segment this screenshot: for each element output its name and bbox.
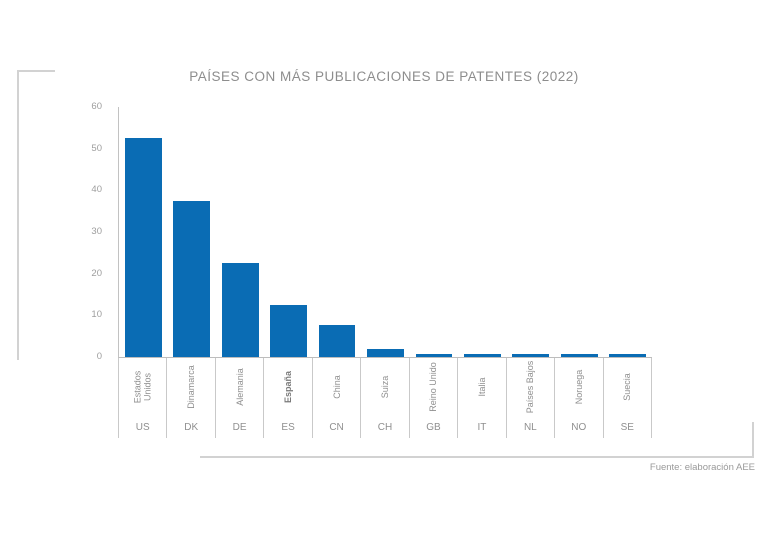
y-tick-label-30: 30 (91, 226, 102, 237)
x-label-cell-it: Italia IT (458, 358, 507, 438)
bar-cn (318, 324, 356, 357)
bar-de (221, 263, 259, 357)
y-tick-label-60: 60 (91, 101, 102, 112)
bar-dk (173, 200, 211, 357)
country-name-label: Estados Unidos (132, 370, 153, 403)
source-note: Fuente: elaboración AEE (649, 462, 755, 473)
country-code-label: CN (329, 422, 344, 433)
country-name-wrap: Estados Unidos (119, 358, 166, 415)
country-name-wrap: Alemania (216, 358, 263, 415)
x-label-cell-dk: Dinamarca DK (167, 358, 216, 438)
country-name-label: Noruega (573, 369, 584, 404)
bar-es (270, 304, 307, 357)
bar-slot-se (604, 107, 652, 357)
bar-slot-it (458, 107, 506, 357)
country-name-label: Países Bajos (525, 360, 536, 413)
bar-no (560, 353, 598, 357)
country-name-wrap: Dinamarca (167, 358, 214, 415)
country-name-wrap: Noruega (555, 358, 602, 415)
x-label-cell-se: Suecia SE (604, 358, 652, 438)
bar-slot-cn (313, 107, 361, 357)
bar-slot-nl (507, 107, 555, 357)
decorative-corner-bottom-right (200, 422, 754, 458)
country-name-wrap: Italia (458, 358, 505, 415)
x-label-cell-nl: Países Bajos NL (507, 358, 556, 438)
bar-slot-dk (167, 107, 215, 357)
country-code-label: DK (184, 422, 199, 433)
x-label-cell-ch: Suiza CH (361, 358, 410, 438)
country-name-wrap: Países Bajos (507, 358, 554, 415)
country-name-label: China (331, 374, 342, 399)
bar-se (609, 353, 647, 357)
country-code-label: IT (477, 422, 487, 433)
bar-gb (415, 353, 453, 357)
country-code-label: US (135, 422, 150, 433)
country-name-wrap: China (313, 358, 360, 415)
x-label-cell-gb: Reino Unido GB (410, 358, 459, 438)
y-tick-label-50: 50 (91, 142, 102, 154)
x-label-cell-cn: China CN (313, 358, 362, 438)
country-name-wrap: España (264, 358, 311, 415)
chart-title: PAÍSES CON MÁS PUBLICACIONES DE PATENTES… (189, 69, 579, 84)
decorative-corner-top-left (17, 70, 55, 360)
country-name-label: Suecia (622, 372, 633, 401)
y-tick-label-20: 20 (91, 267, 102, 279)
y-axis-tick-labels: 0 10 20 30 40 50 60 (70, 101, 110, 362)
country-code-label: SE (620, 422, 634, 433)
country-name-wrap: Suecia (604, 358, 651, 415)
bar-slot-es (264, 107, 312, 357)
bar-slot-no (555, 107, 603, 357)
country-code-label: NL (523, 422, 537, 433)
bar-us (124, 138, 162, 357)
country-name-label: España (282, 370, 293, 403)
country-name-wrap: Suiza (361, 358, 408, 415)
country-code-label: DE (232, 422, 247, 433)
x-label-cell-de: Alemania DE (216, 358, 265, 438)
y-tick-label-40: 40 (91, 184, 102, 196)
x-label-cell-no: Noruega NO (555, 358, 604, 438)
country-name-label: Alemania (234, 367, 245, 406)
y-tick-label-0: 0 (96, 351, 102, 362)
bar-slot-de (216, 107, 264, 357)
country-name-wrap: Reino Unido (410, 358, 457, 415)
country-code-label: ES (281, 422, 295, 433)
bar-it (463, 353, 501, 357)
bar-slot-us (119, 107, 167, 357)
x-label-cell-us: Estados Unidos US (119, 358, 168, 438)
country-name-label: Reino Unido (428, 361, 439, 412)
country-name-label: Suiza (379, 375, 390, 398)
bar-slot-ch (361, 107, 409, 357)
country-name-label: Dinamarca (186, 364, 196, 409)
plot-area (118, 107, 652, 358)
country-code-label: NO (571, 422, 587, 433)
country-name-label: Italia (476, 377, 487, 397)
bar-series (119, 107, 652, 357)
x-axis-label-table: Estados Unidos US Dinamarca DK Alemania DE Esp… (118, 358, 652, 438)
x-label-cell-es: España ES (264, 358, 313, 438)
bar-ch (367, 348, 404, 357)
bar-slot-gb (410, 107, 458, 357)
country-code-label: CH (377, 422, 393, 433)
country-code-label: GB (426, 422, 441, 433)
y-tick-label-10: 10 (91, 309, 102, 321)
bar-nl (512, 353, 550, 357)
